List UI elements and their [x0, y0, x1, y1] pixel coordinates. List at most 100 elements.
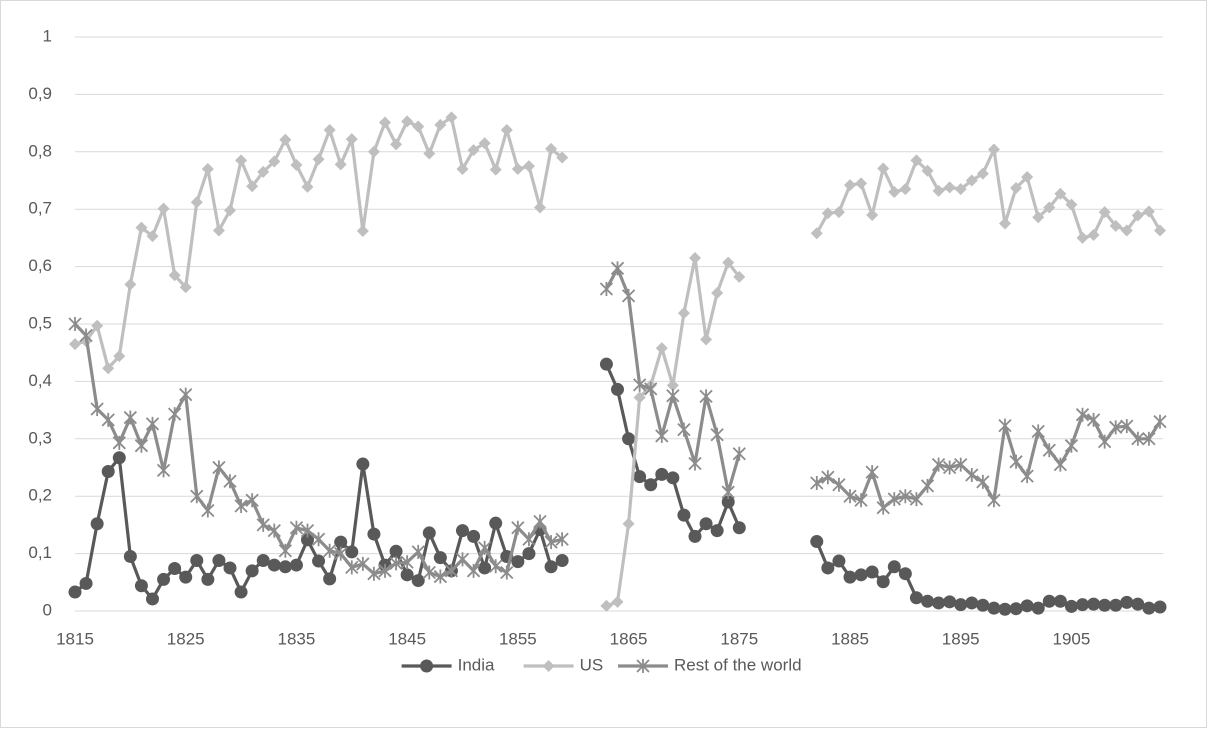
marker — [289, 558, 303, 572]
marker — [445, 111, 458, 124]
marker — [212, 553, 226, 567]
marker — [256, 517, 270, 532]
marker — [511, 520, 525, 535]
marker — [533, 514, 547, 529]
marker — [887, 560, 901, 574]
marker — [677, 508, 691, 522]
marker — [1021, 171, 1034, 184]
marker — [256, 553, 270, 567]
marker — [157, 202, 170, 215]
marker — [290, 159, 303, 172]
marker — [400, 555, 414, 570]
marker — [865, 565, 879, 579]
marker — [732, 521, 746, 535]
marker — [1054, 187, 1067, 200]
marker — [832, 477, 846, 492]
x-tick-label: 1905 — [1053, 629, 1091, 648]
marker — [367, 566, 381, 581]
marker — [633, 470, 647, 484]
legend-label: Rest of the world — [674, 655, 802, 674]
marker — [943, 595, 957, 609]
marker — [844, 179, 856, 192]
marker — [511, 163, 524, 176]
marker — [544, 535, 558, 550]
marker — [854, 493, 868, 508]
marker — [666, 388, 680, 403]
marker — [887, 492, 901, 507]
y-tick-label: 0,8 — [28, 141, 52, 160]
marker — [422, 565, 436, 580]
marker — [866, 208, 879, 221]
marker — [1109, 598, 1123, 612]
marker — [954, 457, 968, 472]
marker — [300, 523, 315, 538]
marker — [323, 543, 337, 558]
legend-label: India — [458, 655, 495, 674]
marker — [644, 478, 658, 492]
legend-label: US — [580, 655, 604, 674]
marker — [311, 532, 326, 547]
marker — [390, 138, 403, 151]
marker — [500, 123, 513, 136]
marker — [356, 225, 369, 238]
marker — [1010, 181, 1023, 194]
marker — [832, 206, 845, 219]
marker — [633, 391, 646, 404]
marker — [235, 154, 248, 167]
marker — [201, 503, 215, 518]
marker — [279, 133, 292, 146]
marker — [1153, 600, 1167, 614]
marker — [1142, 205, 1155, 218]
marker — [877, 162, 890, 175]
x-tick-label: 1885 — [831, 629, 869, 648]
marker — [112, 451, 126, 465]
marker — [312, 153, 325, 166]
legend: India US Rest of the world — [401, 655, 802, 674]
marker — [910, 154, 923, 167]
marker — [998, 418, 1012, 433]
marker — [179, 281, 192, 294]
marker — [69, 338, 81, 351]
marker — [179, 387, 193, 402]
marker — [666, 379, 679, 392]
marker — [466, 563, 481, 578]
marker — [721, 485, 735, 500]
marker — [1042, 594, 1056, 608]
marker — [843, 570, 857, 584]
marker — [821, 561, 835, 575]
marker — [600, 599, 613, 612]
marker — [1031, 601, 1045, 615]
x-tick-label: 1825 — [167, 629, 205, 648]
marker — [412, 120, 425, 133]
marker — [145, 416, 160, 431]
marker — [534, 201, 546, 214]
marker — [1042, 443, 1056, 458]
marker — [201, 163, 214, 176]
marker — [832, 554, 846, 568]
marker — [987, 601, 1001, 615]
marker — [1120, 224, 1133, 237]
marker — [334, 158, 347, 171]
y-tick-label: 0,9 — [28, 84, 52, 103]
marker — [1098, 206, 1111, 219]
x-tick-label: 1895 — [942, 629, 980, 648]
marker — [998, 602, 1012, 616]
marker — [268, 155, 281, 168]
marker — [489, 163, 502, 176]
marker — [278, 543, 292, 558]
marker — [334, 535, 348, 549]
marker — [688, 529, 702, 543]
marker — [1076, 598, 1089, 612]
marker — [1032, 211, 1045, 224]
marker — [888, 185, 901, 198]
marker — [356, 556, 370, 571]
marker — [79, 328, 93, 343]
marker — [810, 475, 824, 490]
y-tick-label: 0 — [43, 600, 52, 619]
marker — [1053, 594, 1067, 608]
marker — [556, 151, 569, 164]
marker — [102, 362, 115, 375]
marker — [545, 142, 558, 155]
marker — [257, 165, 270, 178]
marker — [965, 467, 979, 482]
